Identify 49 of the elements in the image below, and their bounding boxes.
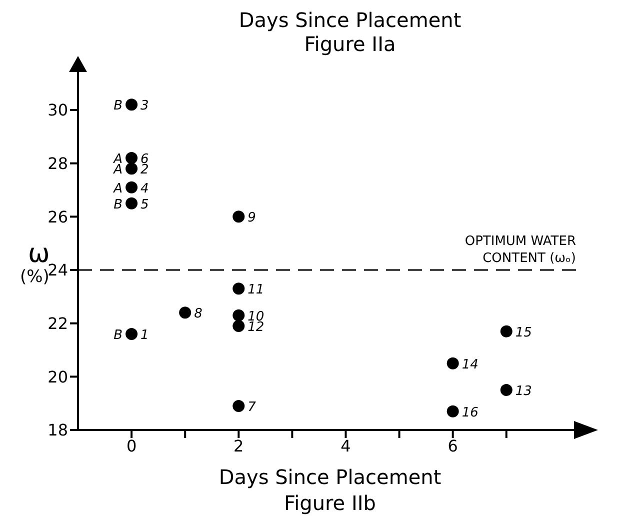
y-tick-label: 30 [48, 100, 68, 120]
point [126, 98, 138, 111]
y-axis-title: ω (%) [20, 239, 50, 287]
annotation: 5 [140, 197, 149, 212]
annotation: 16 [462, 405, 478, 420]
y-tick-label: 22 [48, 314, 68, 334]
annotation: 9 [248, 210, 256, 226]
y-tick-label: 18 [48, 420, 68, 440]
annotation: 4 [140, 181, 149, 196]
point [446, 405, 459, 418]
point [232, 210, 245, 223]
y-tick-label: 26 [48, 207, 68, 226]
text: Figure IIa [303, 32, 397, 56]
point [500, 325, 512, 338]
y-tick-label: 20 [48, 367, 68, 386]
x-tick-label: 2 [234, 436, 244, 456]
annotation: B [114, 98, 123, 114]
point [232, 282, 245, 295]
text: Days Since Placement [238, 8, 462, 32]
annotation: 15 [515, 325, 532, 340]
x-tick-label: 0 [126, 436, 137, 456]
annotation: 8 [194, 306, 202, 322]
annotation: 14 [462, 357, 478, 372]
point [232, 309, 245, 322]
x-axis-title: Days Since Placement [218, 464, 442, 490]
annotation: 11 [248, 282, 264, 298]
point [232, 320, 245, 332]
ref-line-label: OPTIMUM WATER CONTENT (ωₒ) [464, 234, 576, 266]
annotation: 7 [248, 400, 257, 415]
y-tick-label: 28 [48, 154, 68, 174]
point [126, 328, 138, 340]
annotation: B [114, 197, 123, 212]
annotation: A [112, 181, 123, 196]
text: Figure IIb [283, 490, 377, 516]
x-tick-label: 6 [448, 436, 458, 456]
x-tick-label: 4 [340, 436, 351, 456]
y-tick-label: 24 [48, 260, 68, 280]
point [179, 306, 192, 319]
annotation: 3 [140, 98, 149, 114]
point [446, 357, 459, 370]
point [500, 384, 512, 396]
point [126, 162, 138, 175]
point [126, 152, 138, 164]
point [126, 197, 138, 210]
annotation: B [114, 328, 123, 343]
point [126, 181, 138, 194]
point [232, 400, 245, 412]
annotation: 13 [515, 384, 532, 399]
annotation: 1 [140, 328, 149, 343]
